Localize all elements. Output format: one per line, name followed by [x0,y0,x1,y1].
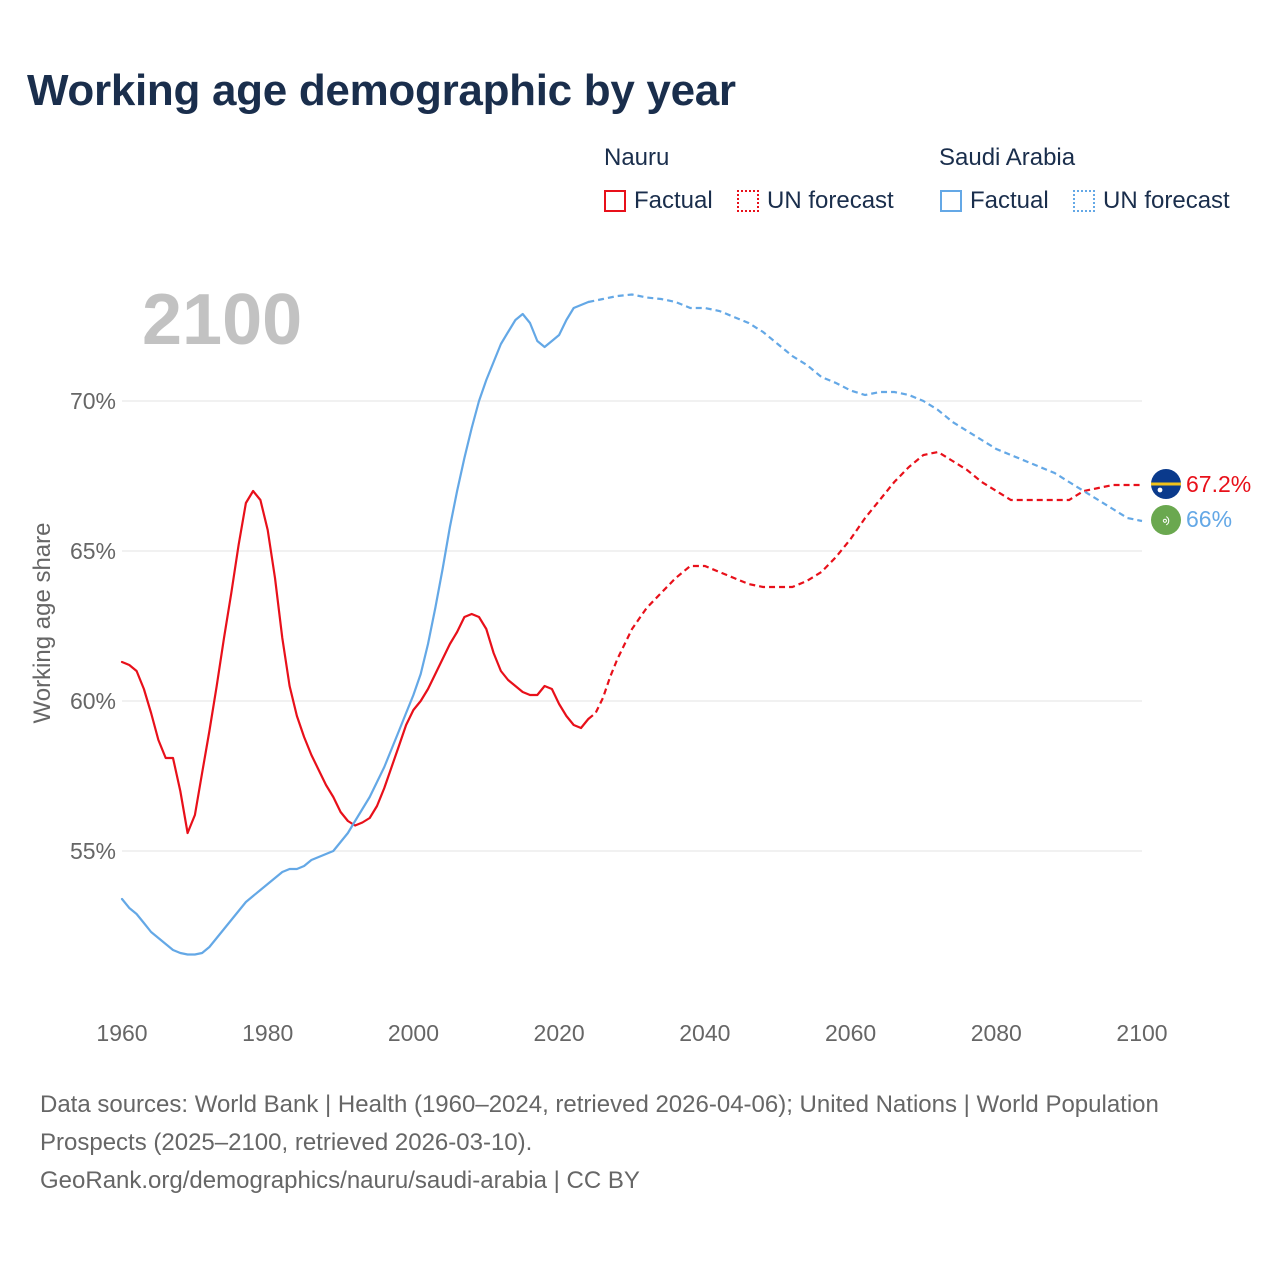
legend-item-nauru-forecast[interactable]: UN forecast [737,186,894,216]
x-tick-label: 2000 [388,1020,439,1046]
legend-group-title-nauru: Nauru [604,144,670,171]
svg-text:ᢀ: ᢀ [1162,515,1170,530]
legend-item-saudi-arabia-factual[interactable]: Factual [940,186,1049,216]
year-overlay: 2100 [142,280,302,360]
x-tick-label: 2060 [825,1020,876,1046]
legend-swatch-dotted-icon [1073,190,1095,212]
legend-item-nauru-factual[interactable]: Factual [604,186,713,216]
series-lines [120,293,1143,956]
page-title: Working age demographic by year [27,66,736,115]
x-tick-label: 2100 [1116,1020,1167,1046]
end-label-saudi-arabia: 66% [1186,506,1232,532]
series-line-nauru-forecast [587,450,1142,720]
x-tick-label: 1960 [96,1020,147,1046]
source-url[interactable]: GeoRank.org/demographics/nauru/saudi-ara… [40,1167,640,1194]
x-tick-label: 2020 [534,1020,585,1046]
series-line-saudi-arabia-forecast [588,293,1143,523]
legend-swatch-dotted-icon [737,190,759,212]
legend-label: UN forecast [1103,187,1230,214]
legend-label: Factual [634,187,713,214]
legend-label: UN forecast [767,187,894,214]
legend-label: Factual [970,187,1049,214]
y-tick-label: 65% [70,538,116,564]
legend-swatch-solid-icon [940,190,962,212]
legend-item-saudi-arabia-forecast[interactable]: UN forecast [1073,186,1230,216]
legend-group-title-saudi-arabia: Saudi Arabia [939,144,1076,171]
y-axis-label: Working age share [29,523,56,724]
legend-swatch-solid-icon [604,190,626,212]
axes: 55% 60% 65% 70% 1960 1980 2000 2020 2040 2060 2080… [29,388,1168,1046]
x-tick-label: 2080 [971,1020,1022,1046]
end-label-nauru: 67.2% [1186,471,1251,497]
source-note: Data sources: World Bank | Health (1960–… [40,1091,1159,1156]
grid-lines [122,400,1142,852]
line-chart: 2100 55% 60% 65% 70% 1960 1980 2000 2020 2040 206… [29,280,1251,1046]
saudi-arabia-flag-icon: ᢀ [1151,505,1181,535]
x-tick-label: 1980 [242,1020,293,1046]
y-tick-label: 70% [70,388,116,414]
series-line-nauru-factual [120,489,590,835]
nauru-flag-icon [1151,469,1181,499]
y-tick-label: 60% [70,688,116,714]
x-tick-label: 2040 [679,1020,730,1046]
y-tick-label: 55% [70,838,116,864]
series-line-saudi-arabia-factual [120,300,590,956]
